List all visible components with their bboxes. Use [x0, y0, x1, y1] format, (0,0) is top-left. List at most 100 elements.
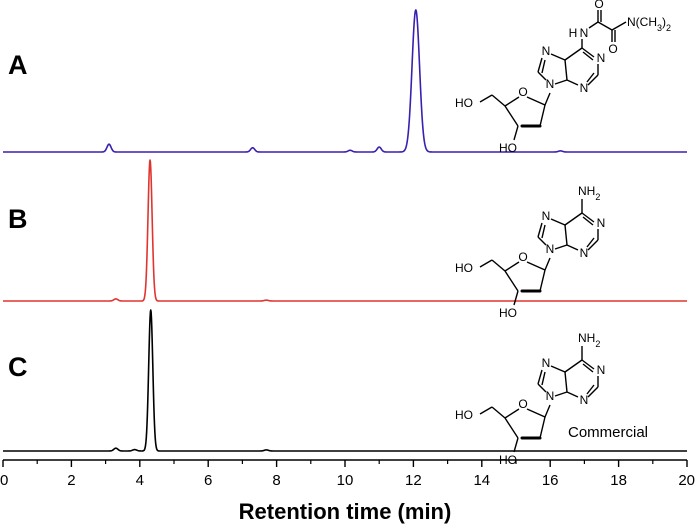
bond: [504, 105, 519, 127]
bond: [564, 224, 568, 246]
n9-label: N: [546, 77, 555, 91]
hydroxyl-3-label: HO: [499, 453, 517, 467]
x-tick-label: 0: [0, 472, 8, 489]
series-a: [2, 9, 688, 153]
bond: [537, 57, 543, 73]
bond: [541, 371, 546, 386]
bond: [554, 244, 568, 250]
bond: [526, 96, 546, 106]
carbonyl-o2-label: O: [608, 42, 617, 56]
bond: [597, 21, 613, 31]
bond: [504, 261, 520, 272]
bond: [526, 408, 546, 418]
n1-label: N: [597, 363, 606, 377]
bond: [550, 365, 566, 373]
bond: [588, 21, 599, 29]
n1-label: N: [597, 51, 606, 65]
bond: [504, 270, 519, 292]
bond: [566, 79, 579, 86]
hydroxyl-5-label: HO: [455, 96, 473, 110]
bond: [564, 371, 568, 393]
bond: [541, 59, 546, 74]
series-b: [2, 159, 688, 302]
n3-label: N: [580, 246, 589, 260]
n9-label: N: [546, 242, 555, 256]
bond: [564, 59, 568, 81]
bond: [587, 74, 599, 86]
x-axis-title: Retention time (min): [239, 499, 452, 524]
n7-label: N: [542, 209, 551, 223]
bond: [586, 237, 595, 248]
bond: [479, 94, 493, 103]
bond: [611, 21, 627, 31]
bond: [550, 53, 566, 61]
panel-label-c: C: [8, 352, 28, 382]
ring-oxygen-label: O: [518, 397, 527, 411]
x-axis: 0 2 4 6 8 10 12 14 16 18 20 Retention time (min): [0, 459, 695, 524]
bond: [504, 408, 520, 419]
dimethylamino-label: N(CH3)2: [627, 15, 671, 33]
bond: [582, 363, 594, 373]
bond: [539, 416, 546, 439]
hydroxyl-3-label: HO: [499, 306, 517, 320]
bond: [479, 406, 493, 415]
bond: [504, 417, 519, 439]
commercial-annotation: Commercial: [568, 424, 648, 441]
bond: [537, 369, 543, 385]
amide-n-label: N: [580, 26, 589, 40]
bond: [564, 359, 583, 373]
n9-label: N: [546, 389, 555, 403]
x-tick-label: 8: [272, 472, 280, 489]
trace-c: [2, 309, 688, 452]
bond: [554, 391, 568, 397]
x-tick-label: 20: [678, 472, 695, 489]
bond: [539, 269, 546, 292]
x-tick-label: 14: [473, 472, 490, 489]
panel-label-a: A: [8, 50, 28, 80]
bond: [564, 47, 583, 61]
amine-label: NH2: [578, 184, 600, 202]
panel-labels: A B C: [8, 50, 28, 382]
n7-label: N: [542, 44, 551, 58]
bond: [544, 92, 551, 106]
x-tick-label: 18: [610, 472, 627, 489]
bond: [544, 404, 551, 418]
bond: [537, 383, 547, 393]
hydroxyl-5-label: HO: [455, 261, 473, 275]
hydroxyl-3-label: HO: [499, 141, 517, 155]
structure-b: O HO HO N N N N NH2: [455, 184, 605, 320]
carbonyl-o1-label: O: [594, 0, 603, 11]
series-c: [2, 309, 688, 452]
bond: [581, 47, 595, 58]
x-tick-label: 12: [405, 472, 422, 489]
structure-c: O HO HO N N N N NH2 Commercial: [455, 331, 648, 467]
bond: [479, 259, 493, 268]
bond: [491, 259, 506, 272]
bond: [537, 236, 547, 246]
n3-label: N: [580, 393, 589, 407]
bond: [504, 96, 520, 107]
bond: [586, 72, 595, 83]
x-tick-label: 10: [337, 472, 354, 489]
x-tick-label: 2: [67, 472, 75, 489]
amide-h-label: H: [569, 26, 578, 40]
bond: [554, 79, 568, 85]
bond: [544, 257, 551, 271]
bond: [587, 239, 599, 251]
ring-oxygen-label: O: [518, 85, 527, 99]
bond: [587, 386, 599, 398]
bond: [491, 94, 506, 107]
bond: [513, 290, 519, 306]
bond: [513, 437, 519, 453]
x-tick-label: 4: [136, 472, 144, 489]
bond: [550, 218, 566, 226]
bond: [586, 384, 595, 395]
bond: [581, 212, 595, 223]
bond: [541, 224, 546, 239]
n1-label: N: [597, 216, 606, 230]
bond: [564, 212, 583, 226]
trace-a: [2, 9, 688, 153]
trace-b: [2, 159, 688, 302]
